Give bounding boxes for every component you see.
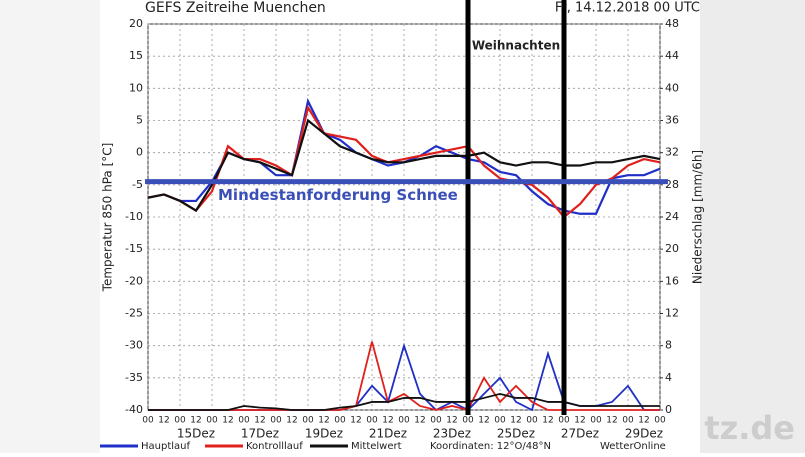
y2-tick-label: 8 bbox=[665, 339, 672, 352]
legend-label: Mittelwert bbox=[351, 441, 402, 452]
x-tick-label: 00 bbox=[430, 416, 442, 426]
y2-tick-label: 44 bbox=[665, 49, 679, 62]
y2-tick-label: 48 bbox=[665, 17, 679, 30]
x-tick-label: 00 bbox=[366, 416, 378, 426]
y2-axis-label: Niederschlag [mm/6h] bbox=[691, 150, 705, 284]
y-tick-label: -25 bbox=[125, 307, 143, 320]
y-tick-label: -35 bbox=[125, 371, 143, 384]
x-tick-label: 12 bbox=[350, 416, 361, 426]
y-tick-label: -15 bbox=[125, 242, 143, 255]
date-label: 19Dez bbox=[305, 427, 343, 441]
x-tick-label: 00 bbox=[302, 416, 314, 426]
x-tick-label: 00 bbox=[558, 416, 570, 426]
y2-tick-label: 4 bbox=[665, 371, 672, 384]
x-tick-label: 12 bbox=[478, 416, 489, 426]
date-label: 17Dez bbox=[241, 427, 279, 441]
x-tick-label: 00 bbox=[142, 416, 154, 426]
y-tick-label: -40 bbox=[125, 403, 143, 416]
date-label: 21Dez bbox=[369, 427, 407, 441]
y2-tick-label: 20 bbox=[665, 242, 679, 255]
series-line bbox=[148, 341, 660, 412]
chart-subtitle: Fr, 14.12.2018 00 UTC bbox=[555, 1, 700, 16]
date-label: 27Dez bbox=[561, 427, 599, 441]
series-line bbox=[147, 118, 661, 213]
x-tick-label: 00 bbox=[270, 416, 282, 426]
chart-title: GEFS Zeitreihe Muenchen bbox=[145, 0, 326, 16]
side-panel bbox=[0, 0, 100, 453]
x-tick-label: 12 bbox=[286, 416, 297, 426]
y-tick-label: -10 bbox=[125, 210, 143, 223]
x-tick-label: 12 bbox=[222, 416, 233, 426]
y-tick-label: 0 bbox=[136, 146, 143, 159]
chart-panel bbox=[100, 0, 700, 453]
x-tick-label: 12 bbox=[542, 416, 553, 426]
y2-tick-label: 32 bbox=[665, 146, 679, 159]
threshold-label: Mindestanforderung Schnee bbox=[218, 186, 458, 204]
y2-tick-label: 24 bbox=[665, 210, 679, 223]
date-label: 15Dez bbox=[177, 427, 215, 441]
y2-tick-label: 12 bbox=[665, 307, 679, 320]
watermark: tz.de bbox=[704, 409, 795, 447]
x-tick-label: 00 bbox=[654, 416, 666, 426]
series-line bbox=[147, 104, 661, 219]
y2-tick-label: 0 bbox=[665, 403, 672, 416]
date-label: 25Dez bbox=[497, 427, 535, 441]
x-tick-label: 00 bbox=[462, 416, 474, 426]
legend-label: Hauptlauf bbox=[141, 441, 190, 452]
date-label: 23Dez bbox=[433, 427, 471, 441]
y2-tick-label: 16 bbox=[665, 274, 679, 287]
x-tick-label: 12 bbox=[158, 416, 169, 426]
y-tick-label: -20 bbox=[125, 274, 143, 287]
x-tick-label: 00 bbox=[494, 416, 506, 426]
coordinates: Koordinaten: 12°O/48°N bbox=[430, 441, 551, 452]
x-tick-label: 12 bbox=[190, 416, 201, 426]
y-tick-label: 5 bbox=[136, 114, 143, 127]
y-tick-label: -5 bbox=[132, 178, 143, 191]
x-tick-label: 12 bbox=[574, 416, 585, 426]
source: WetterOnline bbox=[600, 441, 666, 452]
x-tick-label: 00 bbox=[526, 416, 538, 426]
x-tick-label: 00 bbox=[174, 416, 186, 426]
x-tick-label: 12 bbox=[638, 416, 649, 426]
x-tick-label: 12 bbox=[510, 416, 521, 426]
x-tick-label: 00 bbox=[238, 416, 250, 426]
y2-tick-label: 36 bbox=[665, 114, 679, 127]
y2-tick-label: 28 bbox=[665, 178, 679, 191]
vline-label: Weihnachten bbox=[472, 39, 560, 53]
x-tick-label: 00 bbox=[398, 416, 410, 426]
x-tick-label: 00 bbox=[590, 416, 602, 426]
x-tick-label: 12 bbox=[382, 416, 393, 426]
y-axis-label: Temperatur 850 hPa [°C] bbox=[101, 143, 115, 293]
series-line bbox=[148, 392, 660, 411]
x-tick-label: 12 bbox=[606, 416, 617, 426]
y-tick-label: -30 bbox=[125, 339, 143, 352]
y-tick-label: 15 bbox=[129, 49, 143, 62]
x-tick-label: 00 bbox=[622, 416, 634, 426]
x-tick-label: 12 bbox=[254, 416, 265, 426]
y-tick-label: 10 bbox=[129, 81, 143, 94]
y-tick-label: 20 bbox=[129, 17, 143, 30]
x-tick-label: 00 bbox=[206, 416, 218, 426]
x-tick-label: 12 bbox=[414, 416, 425, 426]
side-panel bbox=[700, 0, 805, 453]
y2-tick-label: 40 bbox=[665, 81, 679, 94]
legend-label: Kontrolllauf bbox=[246, 441, 303, 452]
x-tick-label: 12 bbox=[318, 416, 329, 426]
date-label: 29Dez bbox=[625, 427, 663, 441]
x-tick-label: 12 bbox=[446, 416, 457, 426]
x-tick-label: 00 bbox=[334, 416, 346, 426]
